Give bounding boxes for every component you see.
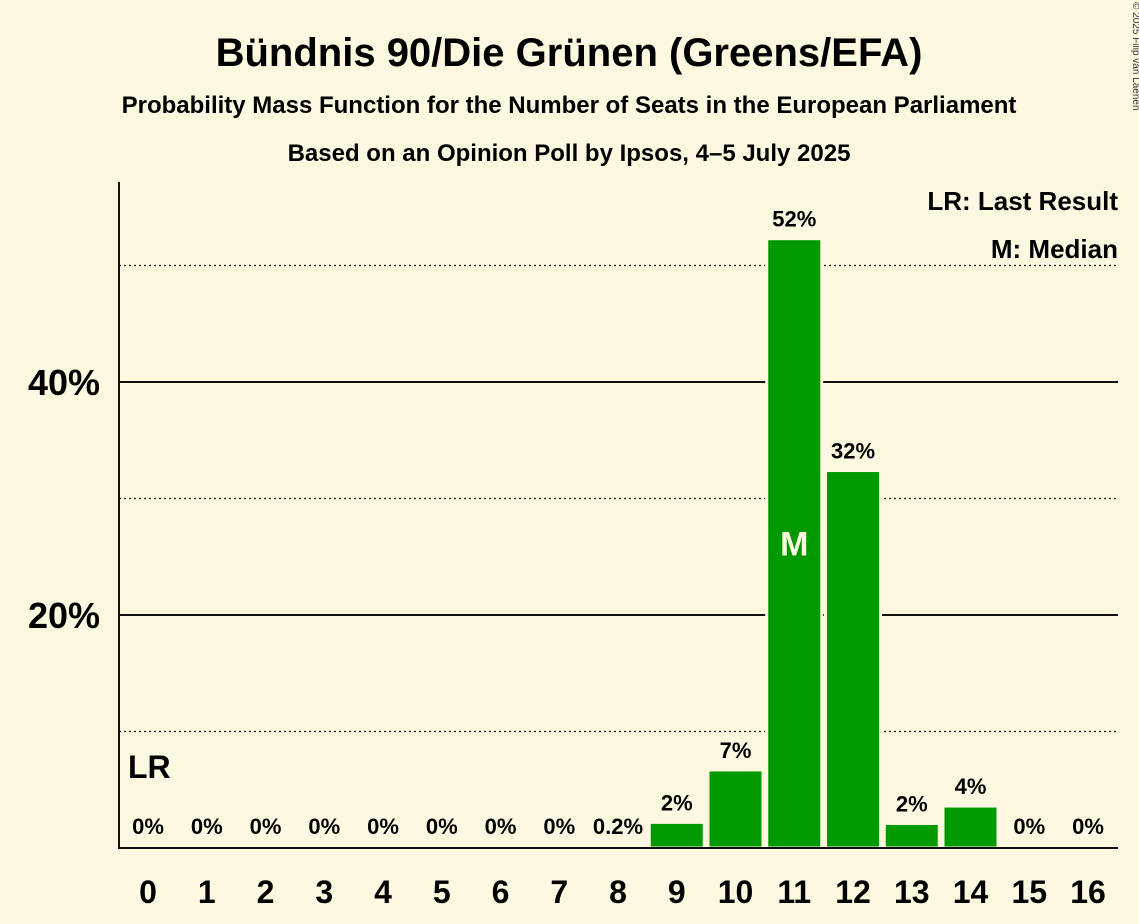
bar-label-2: 0% xyxy=(250,814,282,839)
bar-label-9: 2% xyxy=(661,790,693,815)
x-tick-1: 1 xyxy=(198,874,216,910)
x-tick-8: 8 xyxy=(609,874,627,910)
x-tick-15: 15 xyxy=(1011,874,1047,910)
x-tick-2: 2 xyxy=(257,874,275,910)
x-tick-0: 0 xyxy=(139,874,157,910)
y-tick-40: 40% xyxy=(28,362,100,403)
axes xyxy=(118,182,1118,849)
bar-label-5: 0% xyxy=(426,814,458,839)
chart-subtitle-poll: Based on an Opinion Poll by Ipsos, 4–5 J… xyxy=(288,140,851,167)
x-tick-5: 5 xyxy=(433,874,451,910)
legend-median: M: Median xyxy=(991,234,1118,264)
x-tick-13: 13 xyxy=(894,874,930,910)
chart-title: Bündnis 90/Die Grünen (Greens/EFA) xyxy=(216,31,923,75)
chart-subtitle: Probability Mass Function for the Number… xyxy=(122,92,1017,119)
copyright-text: © 2025 Filip van Laenen xyxy=(1130,2,1139,111)
bar-label-10: 7% xyxy=(720,738,752,763)
bar-label-15: 0% xyxy=(1013,814,1045,839)
bar-label-7: 0% xyxy=(543,814,575,839)
bar-label-16: 0% xyxy=(1072,814,1104,839)
bar-label-12: 32% xyxy=(831,439,875,464)
x-tick-16: 16 xyxy=(1070,874,1106,910)
bar-label-1: 0% xyxy=(191,814,223,839)
bar-9 xyxy=(647,820,706,850)
bar-label-6: 0% xyxy=(485,814,517,839)
legend-last-result: LR: Last Result xyxy=(927,186,1118,216)
bar-label-4: 0% xyxy=(367,814,399,839)
bar-label-8: 0.2% xyxy=(593,814,643,839)
x-tick-6: 6 xyxy=(492,874,510,910)
median-marker: M xyxy=(780,525,808,563)
gridlines xyxy=(119,264,1118,733)
x-tick-7: 7 xyxy=(550,874,568,910)
y-ticks-group: 20% 40% xyxy=(28,362,100,636)
x-tick-12: 12 xyxy=(835,874,871,910)
x-tick-3: 3 xyxy=(315,874,333,910)
bar-label-13: 2% xyxy=(896,792,928,817)
bar-14 xyxy=(941,804,1000,850)
bar-13 xyxy=(882,822,941,850)
x-tick-9: 9 xyxy=(668,874,686,910)
x-tick-4: 4 xyxy=(374,874,392,910)
bar-labels-group: 0% 0% 0% 0% 0% 0% 0% 0% 0.2% 2% 7% 52% 32% 2% 4% 0% 0% LR… xyxy=(128,207,1104,839)
bar-label-3: 0% xyxy=(308,814,340,839)
x-tick-10: 10 xyxy=(718,874,754,910)
last-result-marker: LR xyxy=(128,749,171,785)
x-tick-11: 11 xyxy=(777,874,811,910)
bar-label-0: 0% xyxy=(132,814,164,839)
y-tick-20: 20% xyxy=(28,595,100,636)
bar-12 xyxy=(824,469,882,850)
x-ticks-group: 0 1 2 3 4 5 6 7 8 9 10 11 12 13 14 15 16 xyxy=(139,874,1106,910)
x-tick-14: 14 xyxy=(953,874,989,910)
bar-label-14: 4% xyxy=(955,774,987,799)
bar-10 xyxy=(706,768,765,850)
bar-label-11: 52% xyxy=(772,207,816,232)
